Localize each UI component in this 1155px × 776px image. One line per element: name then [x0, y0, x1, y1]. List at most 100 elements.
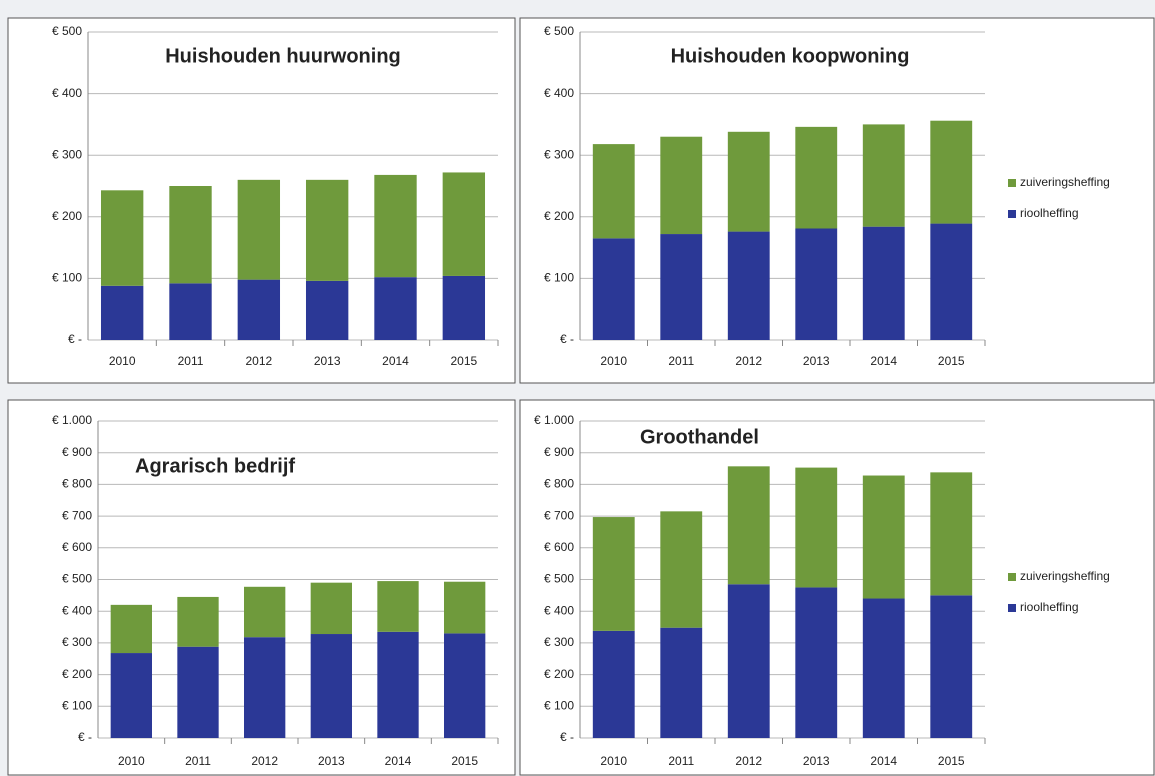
bar-segment — [169, 283, 212, 340]
bar-segment — [592, 517, 635, 631]
chart-title: Huishouden koopwoning — [671, 45, 910, 67]
bar-segment — [862, 124, 905, 227]
bar-segment — [930, 120, 973, 224]
x-tick-label: 2013 — [314, 354, 341, 368]
legend-swatch — [1008, 179, 1016, 187]
y-tick-label: € - — [560, 332, 574, 346]
x-tick-label: 2014 — [382, 354, 409, 368]
bar-segment — [377, 631, 419, 738]
bar-segment — [660, 511, 703, 628]
legend-label: zuiveringsheffing — [1020, 569, 1110, 583]
x-tick-label: 2014 — [870, 754, 897, 768]
x-tick-label: 2010 — [600, 754, 627, 768]
y-tick-label: € 800 — [544, 477, 574, 491]
bar-segment — [177, 596, 219, 647]
y-tick-label: € 300 — [544, 147, 574, 161]
bar-segment — [727, 584, 770, 738]
bar-segment — [305, 280, 349, 340]
x-tick-label: 2014 — [385, 754, 412, 768]
bar-segment — [727, 466, 770, 585]
bar-segment — [592, 144, 635, 239]
y-tick-label: € 500 — [62, 572, 92, 586]
y-tick-label: € 100 — [544, 271, 574, 285]
y-tick-label: € 800 — [62, 477, 92, 491]
x-tick-label: 2013 — [803, 754, 830, 768]
x-tick-label: 2014 — [870, 354, 897, 368]
y-tick-label: € 100 — [52, 271, 82, 285]
bar-segment — [177, 646, 219, 738]
x-tick-label: 2012 — [735, 354, 762, 368]
bar-segment — [862, 226, 905, 340]
bar-segment — [795, 587, 838, 738]
y-tick-label: € 100 — [62, 698, 92, 712]
x-tick-label: 2011 — [178, 354, 204, 368]
y-tick-label: € 700 — [544, 508, 574, 522]
bar-segment — [442, 172, 486, 276]
y-tick-label: € - — [68, 332, 82, 346]
bar-segment — [310, 634, 352, 738]
bar-segment — [660, 136, 703, 235]
y-tick-label: € 300 — [52, 147, 82, 161]
bar-segment — [305, 179, 349, 281]
bar-segment — [377, 581, 419, 632]
y-tick-label: € 600 — [62, 540, 92, 554]
bar-segment — [862, 475, 905, 599]
bar-segment — [795, 467, 838, 588]
x-tick-label: 2012 — [735, 754, 762, 768]
x-tick-label: 2010 — [118, 754, 145, 768]
bar-segment — [244, 637, 286, 738]
bar-segment — [592, 238, 635, 340]
legend-swatch — [1008, 573, 1016, 581]
chart-title: Groothandel — [640, 426, 759, 448]
x-tick-label: 2011 — [668, 354, 694, 368]
bar-segment — [930, 223, 973, 340]
bar-segment — [110, 653, 152, 738]
x-tick-label: 2015 — [450, 354, 477, 368]
y-tick-label: € 500 — [544, 572, 574, 586]
x-tick-label: 2015 — [938, 354, 965, 368]
y-tick-label: € 1.000 — [52, 413, 92, 427]
y-tick-label: € 900 — [544, 445, 574, 459]
bar-segment — [862, 598, 905, 738]
y-tick-label: € 200 — [544, 667, 574, 681]
legend-swatch — [1008, 604, 1016, 612]
bar-segment — [444, 581, 486, 634]
bar-segment — [310, 582, 352, 635]
y-tick-label: € 500 — [52, 24, 82, 38]
bar-segment — [237, 179, 281, 280]
bar-segment — [237, 279, 281, 340]
bar-segment — [374, 277, 417, 340]
y-tick-label: € 100 — [544, 698, 574, 712]
legend-label: rioolheffing — [1020, 206, 1079, 220]
bar-segment — [100, 285, 144, 340]
bar-segment — [169, 186, 212, 284]
y-tick-label: € 200 — [52, 209, 82, 223]
x-tick-label: 2012 — [245, 354, 272, 368]
x-tick-label: 2010 — [600, 354, 627, 368]
x-tick-label: 2015 — [451, 754, 478, 768]
chart-title: Huishouden huurwoning — [165, 45, 401, 67]
y-tick-label: € 300 — [544, 635, 574, 649]
bar-segment — [930, 472, 973, 596]
y-tick-label: € 1.000 — [534, 413, 574, 427]
y-tick-label: € 900 — [62, 445, 92, 459]
bar-segment — [727, 231, 770, 340]
y-tick-label: € 500 — [544, 24, 574, 38]
legend-label: rioolheffing — [1020, 600, 1079, 614]
x-tick-label: 2015 — [938, 754, 965, 768]
bar-segment — [795, 126, 838, 229]
bar-segment — [660, 627, 703, 738]
bar-segment — [727, 131, 770, 232]
x-tick-label: 2013 — [318, 754, 345, 768]
x-tick-label: 2011 — [185, 754, 211, 768]
bar-segment — [244, 586, 286, 638]
y-tick-label: € - — [560, 730, 574, 744]
y-tick-label: € 400 — [62, 603, 92, 617]
bar-segment — [930, 595, 973, 738]
y-tick-label: € 400 — [52, 86, 82, 100]
bar-segment — [374, 174, 417, 278]
y-tick-label: € - — [78, 730, 92, 744]
y-tick-label: € 200 — [544, 209, 574, 223]
